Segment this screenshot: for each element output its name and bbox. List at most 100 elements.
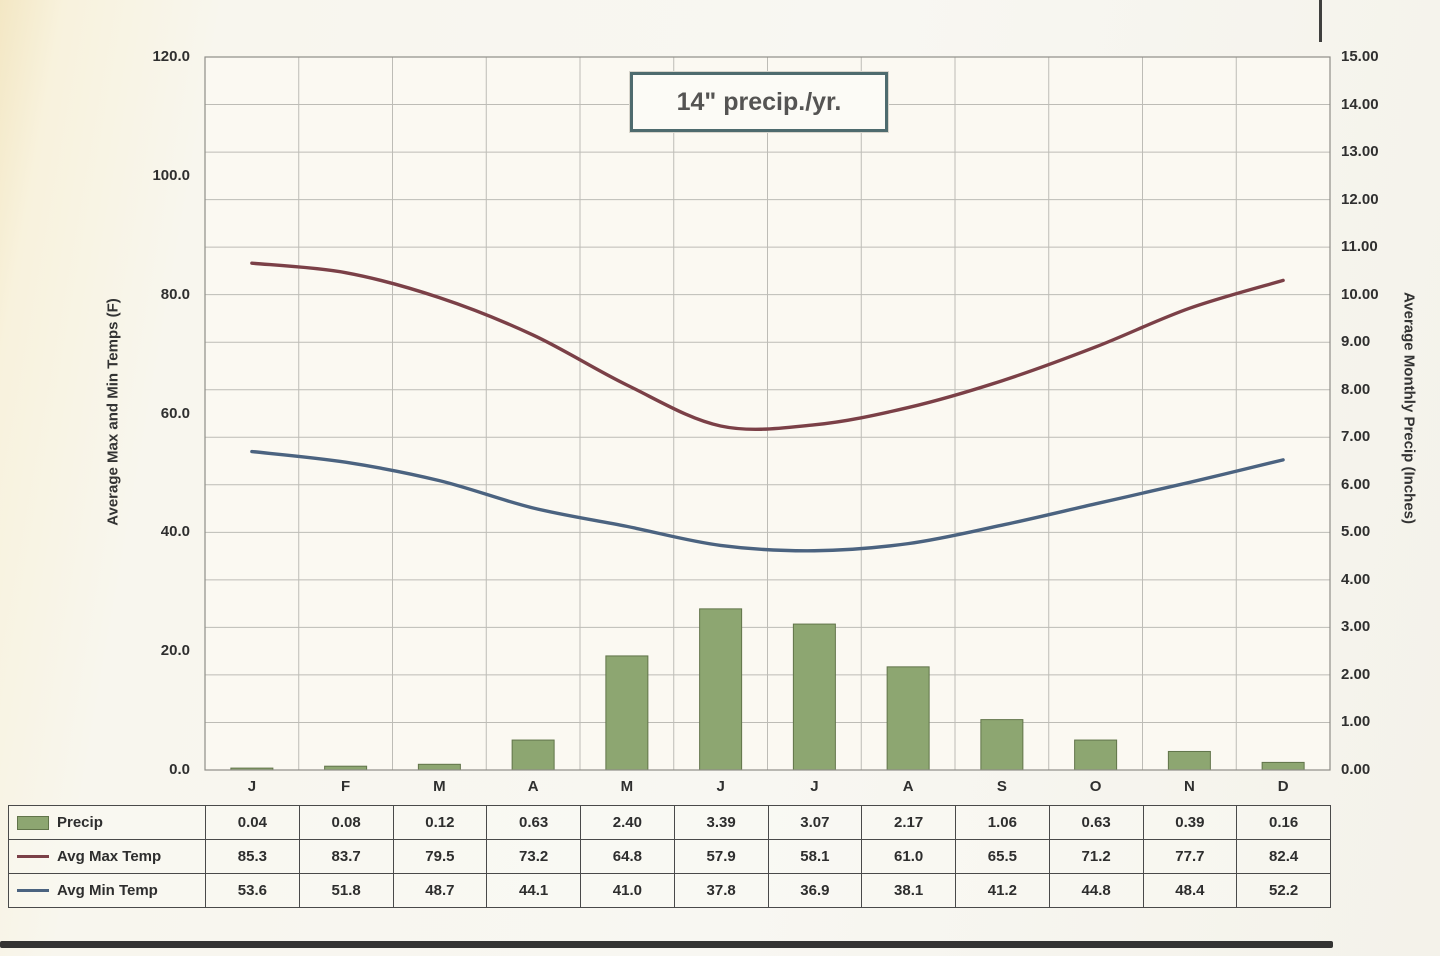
- right-axis-tick: 8.00: [1341, 380, 1371, 398]
- table-value: 61.0: [862, 840, 956, 874]
- table-value: 0.12: [393, 806, 488, 840]
- right-axis-tick: 5.00: [1341, 523, 1371, 541]
- avg-min-temp-legend-icon: [17, 889, 49, 892]
- table-value: 41.2: [956, 874, 1050, 908]
- legend-label: Avg Min Temp: [57, 882, 158, 899]
- table-value: 0.08: [299, 806, 394, 840]
- table-value: 52.2: [1237, 874, 1331, 908]
- table-value: 71.2: [1049, 840, 1144, 874]
- table-value: 85.3: [206, 840, 300, 874]
- right-axis-tick: 0.00: [1341, 761, 1371, 778]
- table-value: 37.8: [674, 874, 769, 908]
- table-value: 51.8: [299, 874, 394, 908]
- left-axis-tick: 40.0: [160, 523, 190, 541]
- table-value: 44.1: [487, 874, 581, 908]
- table-value: 64.8: [581, 840, 675, 874]
- table-value: 36.9: [768, 874, 863, 908]
- table-value: 48.7: [393, 874, 488, 908]
- x-axis-label: N: [1183, 778, 1195, 795]
- chart-title: 14" precip./yr.: [676, 87, 842, 116]
- scan-edge-artifact: [1319, 0, 1322, 42]
- right-axis-tick: 13.00: [1341, 143, 1379, 161]
- table-value: 2.40: [581, 806, 675, 840]
- legend-cell: Avg Max Temp: [9, 840, 206, 874]
- precip-bar: [511, 739, 555, 771]
- avg-max-temp-legend-icon: [17, 855, 49, 858]
- table-value: 82.4: [1237, 840, 1331, 874]
- left-axis-tick: 100.0: [152, 166, 190, 184]
- scan-edge-artifact: [0, 941, 1333, 948]
- precip-bar: [886, 666, 930, 771]
- table-value: 0.04: [206, 806, 300, 840]
- left-axis-tick: 120.0: [152, 48, 190, 65]
- table-value: 79.5: [393, 840, 488, 874]
- avg-max-temp-line: [250, 261, 1285, 432]
- precip-bar: [1074, 739, 1118, 771]
- chart-title-box: 14" precip./yr.: [630, 72, 888, 132]
- x-axis-label: F: [341, 778, 351, 795]
- table-value: 57.9: [674, 840, 769, 874]
- legend-label: Precip: [57, 814, 103, 831]
- table-value: 0.63: [1049, 806, 1144, 840]
- table-value: 2.17: [862, 806, 956, 840]
- x-axis-label: J: [716, 778, 725, 795]
- x-axis-label: D: [1277, 778, 1289, 795]
- right-axis-tick: 14.00: [1341, 95, 1379, 113]
- right-axis-tick: 10.00: [1341, 285, 1379, 303]
- right-axis-tick: 7.00: [1341, 428, 1371, 446]
- left-axis-tick: 60.0: [160, 404, 190, 422]
- precip-bar: [792, 623, 836, 771]
- right-axis-tick: 4.00: [1341, 570, 1371, 588]
- left-axis-title: Average Max and Min Temps (F): [104, 298, 122, 526]
- table-value: 53.6: [206, 874, 300, 908]
- x-axis-label: J: [810, 778, 819, 795]
- table-value: 44.8: [1049, 874, 1144, 908]
- right-axis-tick: 15.00: [1341, 48, 1379, 65]
- table-value: 0.16: [1237, 806, 1331, 840]
- table-value: 1.06: [956, 806, 1050, 840]
- precip-legend-icon: [17, 815, 49, 830]
- precip-bar: [980, 719, 1024, 771]
- table-value: 38.1: [862, 874, 956, 908]
- table-value: 83.7: [299, 840, 394, 874]
- x-axis-label: J: [247, 778, 257, 795]
- right-axis-tick: 1.00: [1341, 713, 1371, 731]
- table-value: 0.39: [1143, 806, 1238, 840]
- table-value: 0.63: [487, 806, 581, 840]
- x-axis-label: O: [1089, 778, 1102, 795]
- right-axis-tick: 6.00: [1341, 475, 1371, 493]
- table-value: 48.4: [1143, 874, 1238, 908]
- precip-bar: [1261, 761, 1305, 771]
- right-axis-tick: 2.00: [1341, 665, 1371, 683]
- x-axis-label: S: [996, 778, 1007, 795]
- left-axis-tick: 0.0: [169, 761, 190, 778]
- table-value: 3.07: [768, 806, 863, 840]
- legend-cell: Precip: [9, 806, 206, 840]
- precip-bar: [1167, 750, 1211, 771]
- right-axis-tick: 3.00: [1341, 618, 1371, 636]
- table-value: 65.5: [956, 840, 1050, 874]
- plot-border: [204, 56, 1331, 771]
- right-axis-tick: 12.00: [1341, 190, 1379, 208]
- precip-bar: [605, 655, 649, 771]
- left-axis-tick: 80.0: [160, 285, 190, 303]
- left-axis-tick: 20.0: [160, 642, 190, 660]
- table-value: 73.2: [487, 840, 581, 874]
- precip-bar: [699, 608, 743, 771]
- x-axis-label: M: [433, 778, 446, 795]
- table-value: 41.0: [581, 874, 675, 908]
- legend-cell: Avg Min Temp: [9, 874, 206, 908]
- x-axis-label: M: [620, 778, 634, 795]
- x-axis-label: A: [527, 778, 539, 795]
- table-value: 3.39: [674, 806, 769, 840]
- table-value: 58.1: [768, 840, 863, 874]
- avg-min-temp-line: [250, 449, 1285, 553]
- precip-bar: [417, 763, 461, 771]
- right-axis-tick: 11.00: [1341, 238, 1378, 256]
- legend-label: Avg Max Temp: [57, 848, 162, 865]
- table-value: 77.7: [1143, 840, 1238, 874]
- x-axis-label: A: [902, 778, 914, 795]
- right-axis-tick: 9.00: [1341, 333, 1371, 351]
